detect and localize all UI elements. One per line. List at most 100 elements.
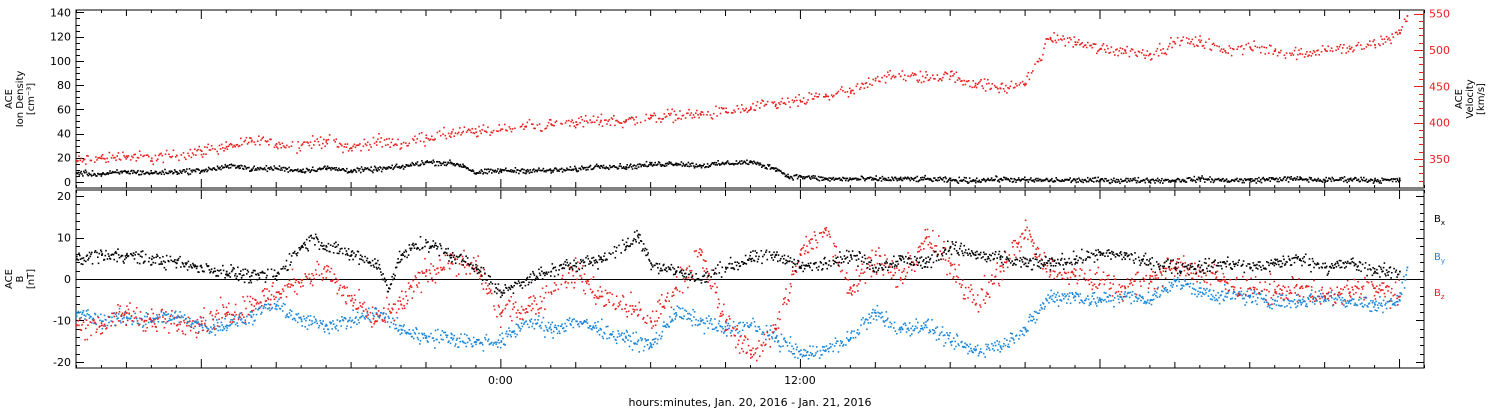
by-point xyxy=(1295,307,1297,309)
by-point xyxy=(1238,291,1240,293)
velocity-point xyxy=(630,118,632,120)
velocity-point xyxy=(430,139,432,141)
density-point xyxy=(424,163,426,165)
velocity-point xyxy=(869,83,871,85)
by-point xyxy=(1380,304,1382,306)
by-point xyxy=(1217,292,1219,294)
by-point xyxy=(1157,287,1159,289)
by-point xyxy=(698,320,700,322)
by-point xyxy=(1169,282,1171,284)
by-point xyxy=(921,325,923,327)
bz-point xyxy=(188,325,190,327)
velocity-point xyxy=(847,91,849,93)
by-point xyxy=(1268,305,1270,307)
velocity-point xyxy=(659,118,661,120)
density-point xyxy=(1355,177,1357,179)
density-point xyxy=(403,168,405,170)
by-point xyxy=(1093,298,1095,300)
by-point xyxy=(926,327,928,329)
velocity-point xyxy=(1406,21,1408,23)
by-point xyxy=(1213,290,1215,292)
by-point xyxy=(898,329,900,331)
by-point xyxy=(447,335,449,337)
by-point xyxy=(531,318,533,320)
velocity-point xyxy=(687,112,689,114)
density-point xyxy=(1287,176,1289,178)
bz-point xyxy=(321,273,323,275)
by-point xyxy=(1010,332,1012,334)
density-point xyxy=(190,173,192,175)
by-point xyxy=(1035,311,1037,313)
bz-point xyxy=(115,325,117,327)
by-point xyxy=(717,330,719,332)
bz-point xyxy=(146,320,148,322)
by-point xyxy=(236,322,238,324)
density-point xyxy=(1372,179,1374,181)
bz-point xyxy=(264,288,266,290)
velocity-point xyxy=(506,130,508,132)
bz-point xyxy=(378,310,380,312)
by-point xyxy=(890,326,892,328)
by-point xyxy=(1390,298,1392,300)
by-point xyxy=(227,327,229,329)
density-point xyxy=(812,177,814,179)
bz-point xyxy=(311,273,313,275)
density-point xyxy=(716,164,718,166)
velocity-point xyxy=(1213,43,1215,45)
density-point xyxy=(640,164,642,166)
bz-point xyxy=(373,318,375,320)
velocity-point xyxy=(355,147,357,149)
bz-point xyxy=(388,304,390,306)
by-point xyxy=(387,321,389,323)
velocity-point xyxy=(1104,49,1106,51)
velocity-point xyxy=(1230,47,1232,49)
bz-point xyxy=(143,330,145,332)
by-point xyxy=(828,351,830,353)
by-point xyxy=(1336,299,1338,301)
by-marker xyxy=(550,329,552,331)
velocity-point xyxy=(1360,44,1362,46)
velocity-point xyxy=(1339,46,1341,48)
velocity-point xyxy=(527,122,529,124)
by-point xyxy=(1250,289,1252,291)
by-marker xyxy=(775,337,777,339)
velocity-point xyxy=(437,132,439,134)
velocity-marker xyxy=(725,111,727,113)
density-axis-label: ACEIon Density[cm⁻³] xyxy=(4,71,37,128)
velocity-point xyxy=(674,111,676,113)
velocity-point xyxy=(396,144,398,146)
density-point xyxy=(216,169,218,171)
density-point xyxy=(1089,179,1091,181)
by-point xyxy=(1270,304,1272,306)
by-point xyxy=(430,333,432,335)
velocity-point xyxy=(1107,48,1109,50)
by-point xyxy=(488,339,490,341)
density-point xyxy=(1194,180,1196,182)
velocity-point xyxy=(462,131,464,133)
velocity-point xyxy=(257,140,259,142)
bz-point xyxy=(218,312,220,314)
density-marker xyxy=(1224,180,1226,182)
density-point xyxy=(382,168,384,170)
by-point xyxy=(442,339,444,341)
density-point xyxy=(1197,179,1199,181)
velocity-point xyxy=(565,122,567,124)
velocity-point xyxy=(1306,51,1308,53)
by-point xyxy=(396,328,398,330)
density-point xyxy=(1086,181,1088,183)
by-point xyxy=(811,355,813,357)
by-point xyxy=(857,329,859,331)
by-point xyxy=(738,323,740,325)
by-point xyxy=(1294,303,1296,305)
by-point xyxy=(864,321,866,323)
velocity-point xyxy=(807,99,809,101)
density-point xyxy=(1256,178,1258,180)
velocity-point xyxy=(1181,40,1183,42)
velocity-point xyxy=(1391,33,1393,35)
by-point xyxy=(1169,290,1171,292)
by-point xyxy=(968,346,970,348)
bz-point xyxy=(302,285,304,287)
velocity-point xyxy=(990,88,992,90)
by-point xyxy=(912,325,914,327)
velocity-point xyxy=(738,108,740,110)
